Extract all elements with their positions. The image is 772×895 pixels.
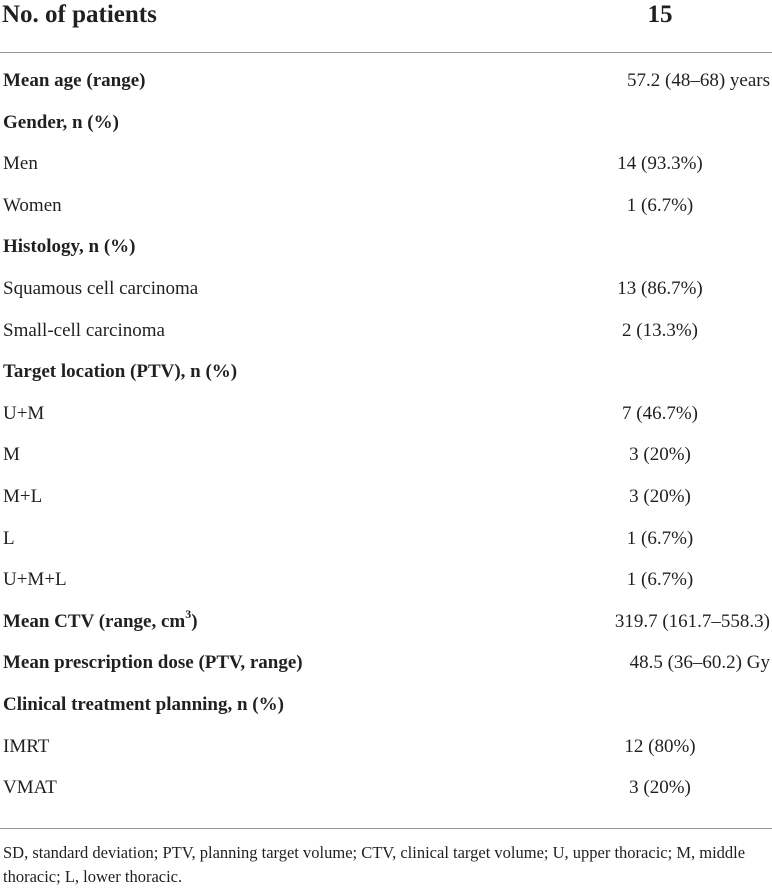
row-value: 3 (20%): [629, 777, 691, 799]
row-label: Histology, n (%): [3, 236, 136, 258]
table-row: Histology, n (%): [0, 233, 772, 275]
row-value: 7 (46.7%): [622, 402, 698, 424]
header-value: 15: [647, 1, 673, 28]
row-value: 319.7 (161.7–558.3): [614, 610, 770, 632]
row-value: 1 (6.7%): [626, 527, 694, 549]
table-row: L 1 (6.7%): [0, 525, 772, 567]
table-row: Gender, n (%): [0, 109, 772, 151]
row-label-superscript: 3: [185, 607, 192, 622]
row-label: Mean age (range): [3, 70, 146, 91]
row-label: VMAT: [3, 777, 57, 799]
table-row: Men 14 (93.3%): [0, 150, 772, 192]
table-row: Squamous cell carcinoma 13 (86.7%): [0, 275, 772, 317]
table-row: Target location (PTV), n (%): [0, 358, 772, 400]
row-label-text: Mean CTV (range, cm: [3, 610, 186, 632]
row-label: Men: [3, 153, 38, 175]
header-label: No. of patients: [2, 1, 157, 28]
row-value: 14 (93.3%): [617, 153, 703, 175]
table-row: U+M 7 (46.7%): [0, 400, 772, 442]
row-label: Squamous cell carcinoma: [3, 277, 199, 299]
table-row: Small-cell carcinoma 2 (13.3%): [0, 317, 772, 359]
row-value: 13 (86.7%): [617, 277, 703, 299]
table-row: Mean CTV (range, cm3) 319.7 (161.7–558.3…: [0, 608, 772, 650]
table-row: U+M+L 1 (6.7%): [0, 566, 772, 608]
row-label: U+M+L: [3, 569, 67, 591]
table-footnote: SD, standard deviation; PTV, planning ta…: [0, 828, 772, 889]
table-row: M 3 (20%): [0, 441, 772, 483]
row-value: 57.2 (48–68) years: [627, 70, 770, 91]
row-label: M: [3, 444, 20, 466]
footnote-text: SD, standard deviation; PTV, planning ta…: [3, 843, 746, 886]
table-row: Mean age (range) 57.2 (48–68) years: [0, 67, 772, 109]
row-value: 2 (13.3%): [622, 319, 698, 341]
row-value: 3 (20%): [629, 485, 691, 507]
table-row: Women 1 (6.7%): [0, 192, 772, 234]
table-row: M+L 3 (20%): [0, 483, 772, 525]
table-row: IMRT 12 (80%): [0, 733, 772, 775]
row-value: 1 (6.7%): [626, 569, 694, 591]
table-row: Mean prescription dose (PTV, range) 48.5…: [0, 649, 772, 691]
row-label: Target location (PTV), n (%): [3, 361, 238, 383]
row-value: 1 (6.7%): [626, 194, 694, 216]
row-label: Mean prescription dose (PTV, range): [3, 652, 303, 674]
row-label: Gender, n (%): [3, 111, 119, 133]
row-value: 3 (20%): [629, 444, 691, 466]
table-row: Clinical treatment planning, n (%): [0, 691, 772, 733]
row-label: L: [3, 527, 15, 549]
table-row: VMAT 3 (20%): [0, 774, 772, 816]
row-label: M+L: [3, 485, 43, 507]
table-body: Mean age (range) 57.2 (48–68) years Gend…: [0, 67, 772, 816]
row-label: U+M: [3, 402, 45, 424]
row-label-suffix: ): [191, 610, 198, 632]
row-label: Women: [3, 194, 62, 216]
row-value: 48.5 (36–60.2) Gy: [629, 652, 770, 674]
row-value: 12 (80%): [624, 735, 696, 757]
row-label: IMRT: [3, 735, 50, 757]
row-label: Mean CTV (range, cm3): [3, 607, 198, 634]
table-header: No. of patients 15: [0, 0, 772, 53]
row-label: Small-cell carcinoma: [3, 319, 165, 341]
row-label: Clinical treatment planning, n (%): [3, 693, 284, 715]
